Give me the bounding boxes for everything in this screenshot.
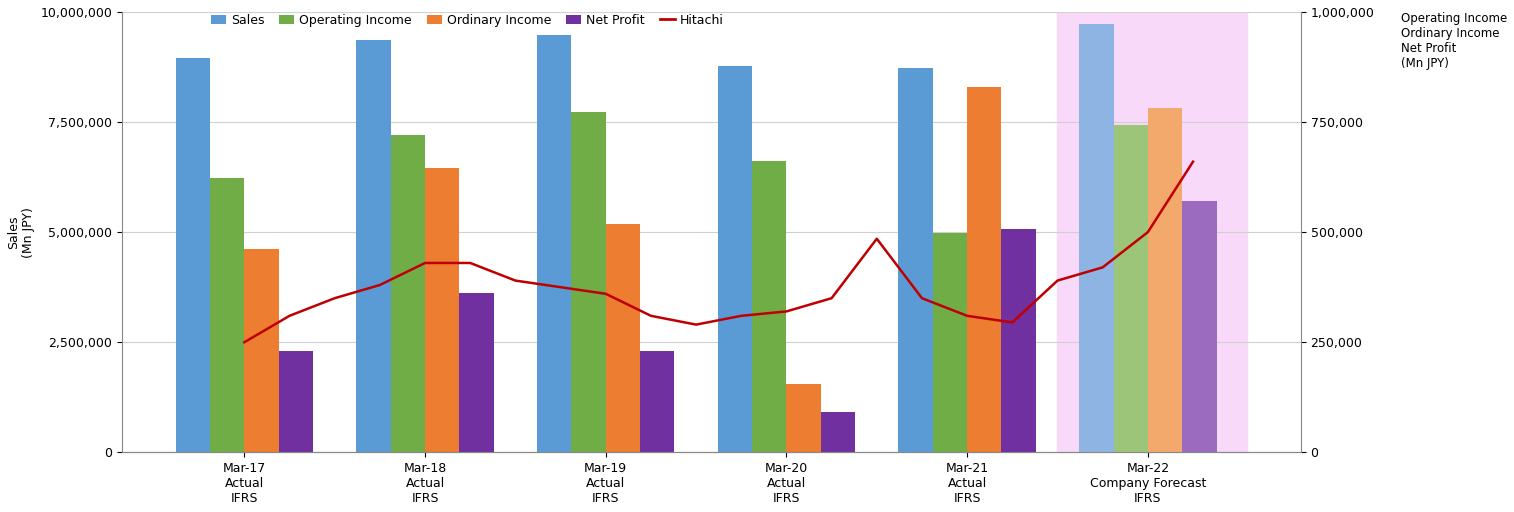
Hitachi — [958, 313, 977, 319]
Bar — [640, 351, 674, 452]
Hitachi — [868, 236, 886, 242]
Bar — [606, 224, 640, 452]
Bar — [1148, 108, 1182, 452]
Bar — [786, 384, 821, 452]
Text: Operating Income
Ordinary Income
Net Profit
(Mn JPY): Operating Income Ordinary Income Net Pro… — [1400, 12, 1506, 70]
Bar — [933, 233, 967, 452]
Hitachi — [1004, 319, 1022, 326]
Hitachi — [506, 278, 524, 284]
Hitachi — [551, 284, 569, 290]
Bar — [967, 87, 1001, 452]
Bar — [244, 249, 279, 452]
Hitachi — [822, 295, 840, 301]
Hitachi — [733, 313, 751, 319]
Bar — [821, 413, 855, 452]
Bar — [176, 58, 210, 452]
Hitachi — [235, 339, 253, 345]
Line: Hitachi: Hitachi — [244, 162, 1193, 342]
Bar — [1182, 201, 1217, 452]
Hitachi — [1139, 229, 1157, 235]
Hitachi — [913, 295, 931, 301]
Bar — [459, 293, 494, 452]
Legend: Sales, Operating Income, Ordinary Income, Net Profit, Hitachi: Sales, Operating Income, Ordinary Income… — [210, 14, 724, 27]
Bar — [425, 168, 459, 452]
Bar — [1079, 24, 1113, 452]
Bar — [1001, 229, 1036, 452]
Bar — [898, 68, 933, 452]
Bar — [752, 161, 786, 452]
Bar — [571, 112, 606, 452]
Hitachi — [1184, 159, 1202, 165]
Bar — [718, 66, 752, 452]
Bar — [1113, 125, 1148, 452]
Hitachi — [371, 282, 389, 288]
Bar — [356, 40, 391, 452]
Bar — [537, 35, 571, 452]
Bar — [1057, 12, 1248, 452]
Hitachi — [1048, 278, 1066, 284]
Hitachi — [1093, 264, 1111, 270]
Hitachi — [326, 295, 344, 301]
Bar — [391, 135, 425, 452]
Bar — [210, 178, 244, 452]
Hitachi — [687, 322, 706, 328]
Bar — [279, 351, 313, 452]
Hitachi — [777, 308, 795, 314]
Y-axis label: Sales
(Mn JPY): Sales (Mn JPY) — [8, 207, 35, 258]
Hitachi — [280, 313, 298, 319]
Hitachi — [462, 260, 480, 266]
Hitachi — [642, 313, 660, 319]
Hitachi — [416, 260, 435, 266]
Hitachi — [597, 291, 615, 297]
